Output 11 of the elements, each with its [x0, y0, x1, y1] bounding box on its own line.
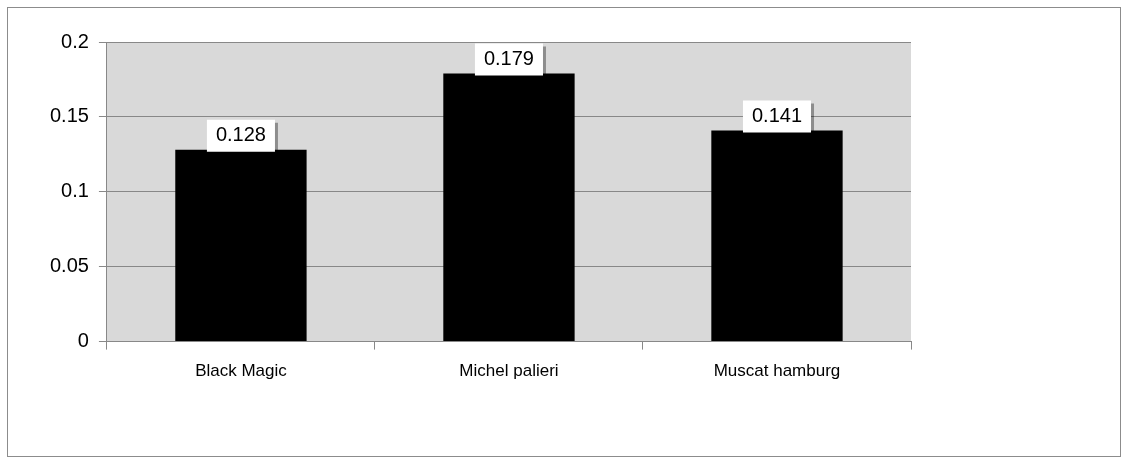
x-tick-label: Michel palieri — [459, 361, 559, 381]
data-label: 0.128 — [215, 123, 266, 146]
y-tick-label: 0.2 — [61, 29, 89, 52]
data-label: 0.179 — [483, 46, 534, 69]
y-tick-label: 0.05 — [49, 254, 89, 277]
x-tick-label: Black Magic — [195, 361, 288, 381]
y-tick-label: 0 — [77, 329, 89, 352]
x-tick-label: Muscat hamburg — [713, 361, 841, 381]
data-label: 0.141 — [751, 103, 803, 126]
y-tick-label: 0.1 — [61, 179, 89, 202]
y-tick-label: 0.15 — [49, 104, 89, 127]
